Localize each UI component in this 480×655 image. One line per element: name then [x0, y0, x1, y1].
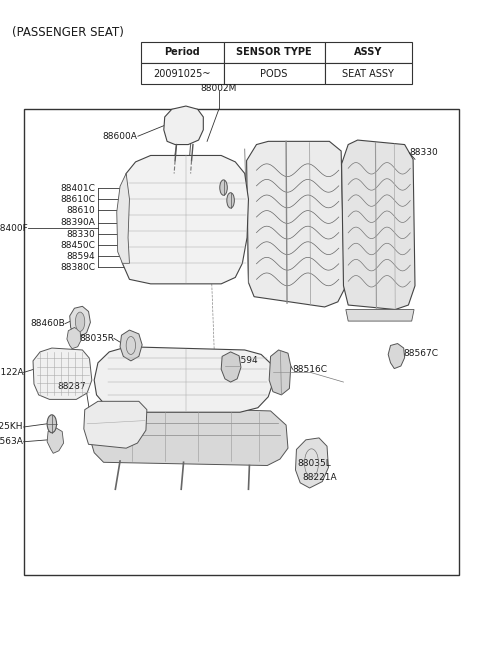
Text: 88516C: 88516C	[293, 365, 328, 374]
Polygon shape	[94, 346, 274, 412]
Text: SENSOR TYPE: SENSOR TYPE	[236, 47, 312, 58]
Polygon shape	[342, 140, 415, 310]
Bar	[224, 63, 324, 84]
Text: SEAT ASSY: SEAT ASSY	[342, 69, 394, 79]
Polygon shape	[90, 406, 288, 466]
Text: 88002M: 88002M	[201, 84, 237, 93]
Polygon shape	[47, 428, 63, 453]
Text: 88035R: 88035R	[79, 334, 114, 343]
Text: Period: Period	[165, 47, 200, 58]
Polygon shape	[119, 155, 249, 284]
Text: 88401C: 88401C	[60, 183, 95, 193]
Bar	[24, 109, 459, 574]
Text: 88330: 88330	[409, 149, 438, 157]
Polygon shape	[120, 330, 142, 361]
Polygon shape	[164, 106, 204, 145]
Text: 88330: 88330	[66, 230, 95, 239]
Text: 88035L: 88035L	[298, 459, 331, 468]
Bar	[224, 42, 324, 63]
Text: 88450C: 88450C	[60, 241, 95, 250]
Text: 88594: 88594	[67, 252, 95, 261]
Text: 88567C: 88567C	[404, 349, 439, 358]
Text: 88287: 88287	[57, 382, 86, 391]
Text: 88594: 88594	[229, 356, 258, 365]
Text: 88600A: 88600A	[103, 132, 137, 141]
Polygon shape	[117, 174, 130, 263]
Text: 88610: 88610	[66, 206, 95, 215]
Ellipse shape	[75, 312, 85, 331]
Text: PODS: PODS	[261, 69, 288, 79]
Text: 1125KH: 1125KH	[0, 422, 24, 432]
Text: 88460B: 88460B	[30, 319, 65, 328]
Polygon shape	[269, 350, 291, 395]
Text: 88380C: 88380C	[60, 263, 95, 272]
Text: (PASSENGER SEAT): (PASSENGER SEAT)	[12, 26, 124, 39]
Text: 88221A: 88221A	[302, 472, 336, 481]
Ellipse shape	[47, 415, 57, 433]
Polygon shape	[388, 343, 405, 369]
Polygon shape	[247, 141, 345, 307]
Polygon shape	[221, 352, 241, 382]
Text: 20091025~: 20091025~	[154, 69, 211, 79]
Bar	[324, 63, 412, 84]
Text: 88563A: 88563A	[0, 438, 24, 446]
Text: ASSY: ASSY	[354, 47, 383, 58]
Polygon shape	[70, 307, 90, 337]
Text: 88390A: 88390A	[60, 218, 95, 227]
Polygon shape	[346, 310, 414, 321]
Text: 88122A: 88122A	[0, 368, 24, 377]
Polygon shape	[67, 328, 81, 348]
Text: 88400F: 88400F	[0, 223, 28, 233]
Polygon shape	[33, 348, 92, 400]
Ellipse shape	[220, 180, 228, 195]
Bar	[141, 42, 224, 63]
Text: 88610C: 88610C	[60, 195, 95, 204]
Polygon shape	[84, 402, 147, 448]
Bar	[324, 42, 412, 63]
Ellipse shape	[227, 193, 234, 208]
Polygon shape	[296, 438, 328, 488]
Bar	[141, 63, 224, 84]
